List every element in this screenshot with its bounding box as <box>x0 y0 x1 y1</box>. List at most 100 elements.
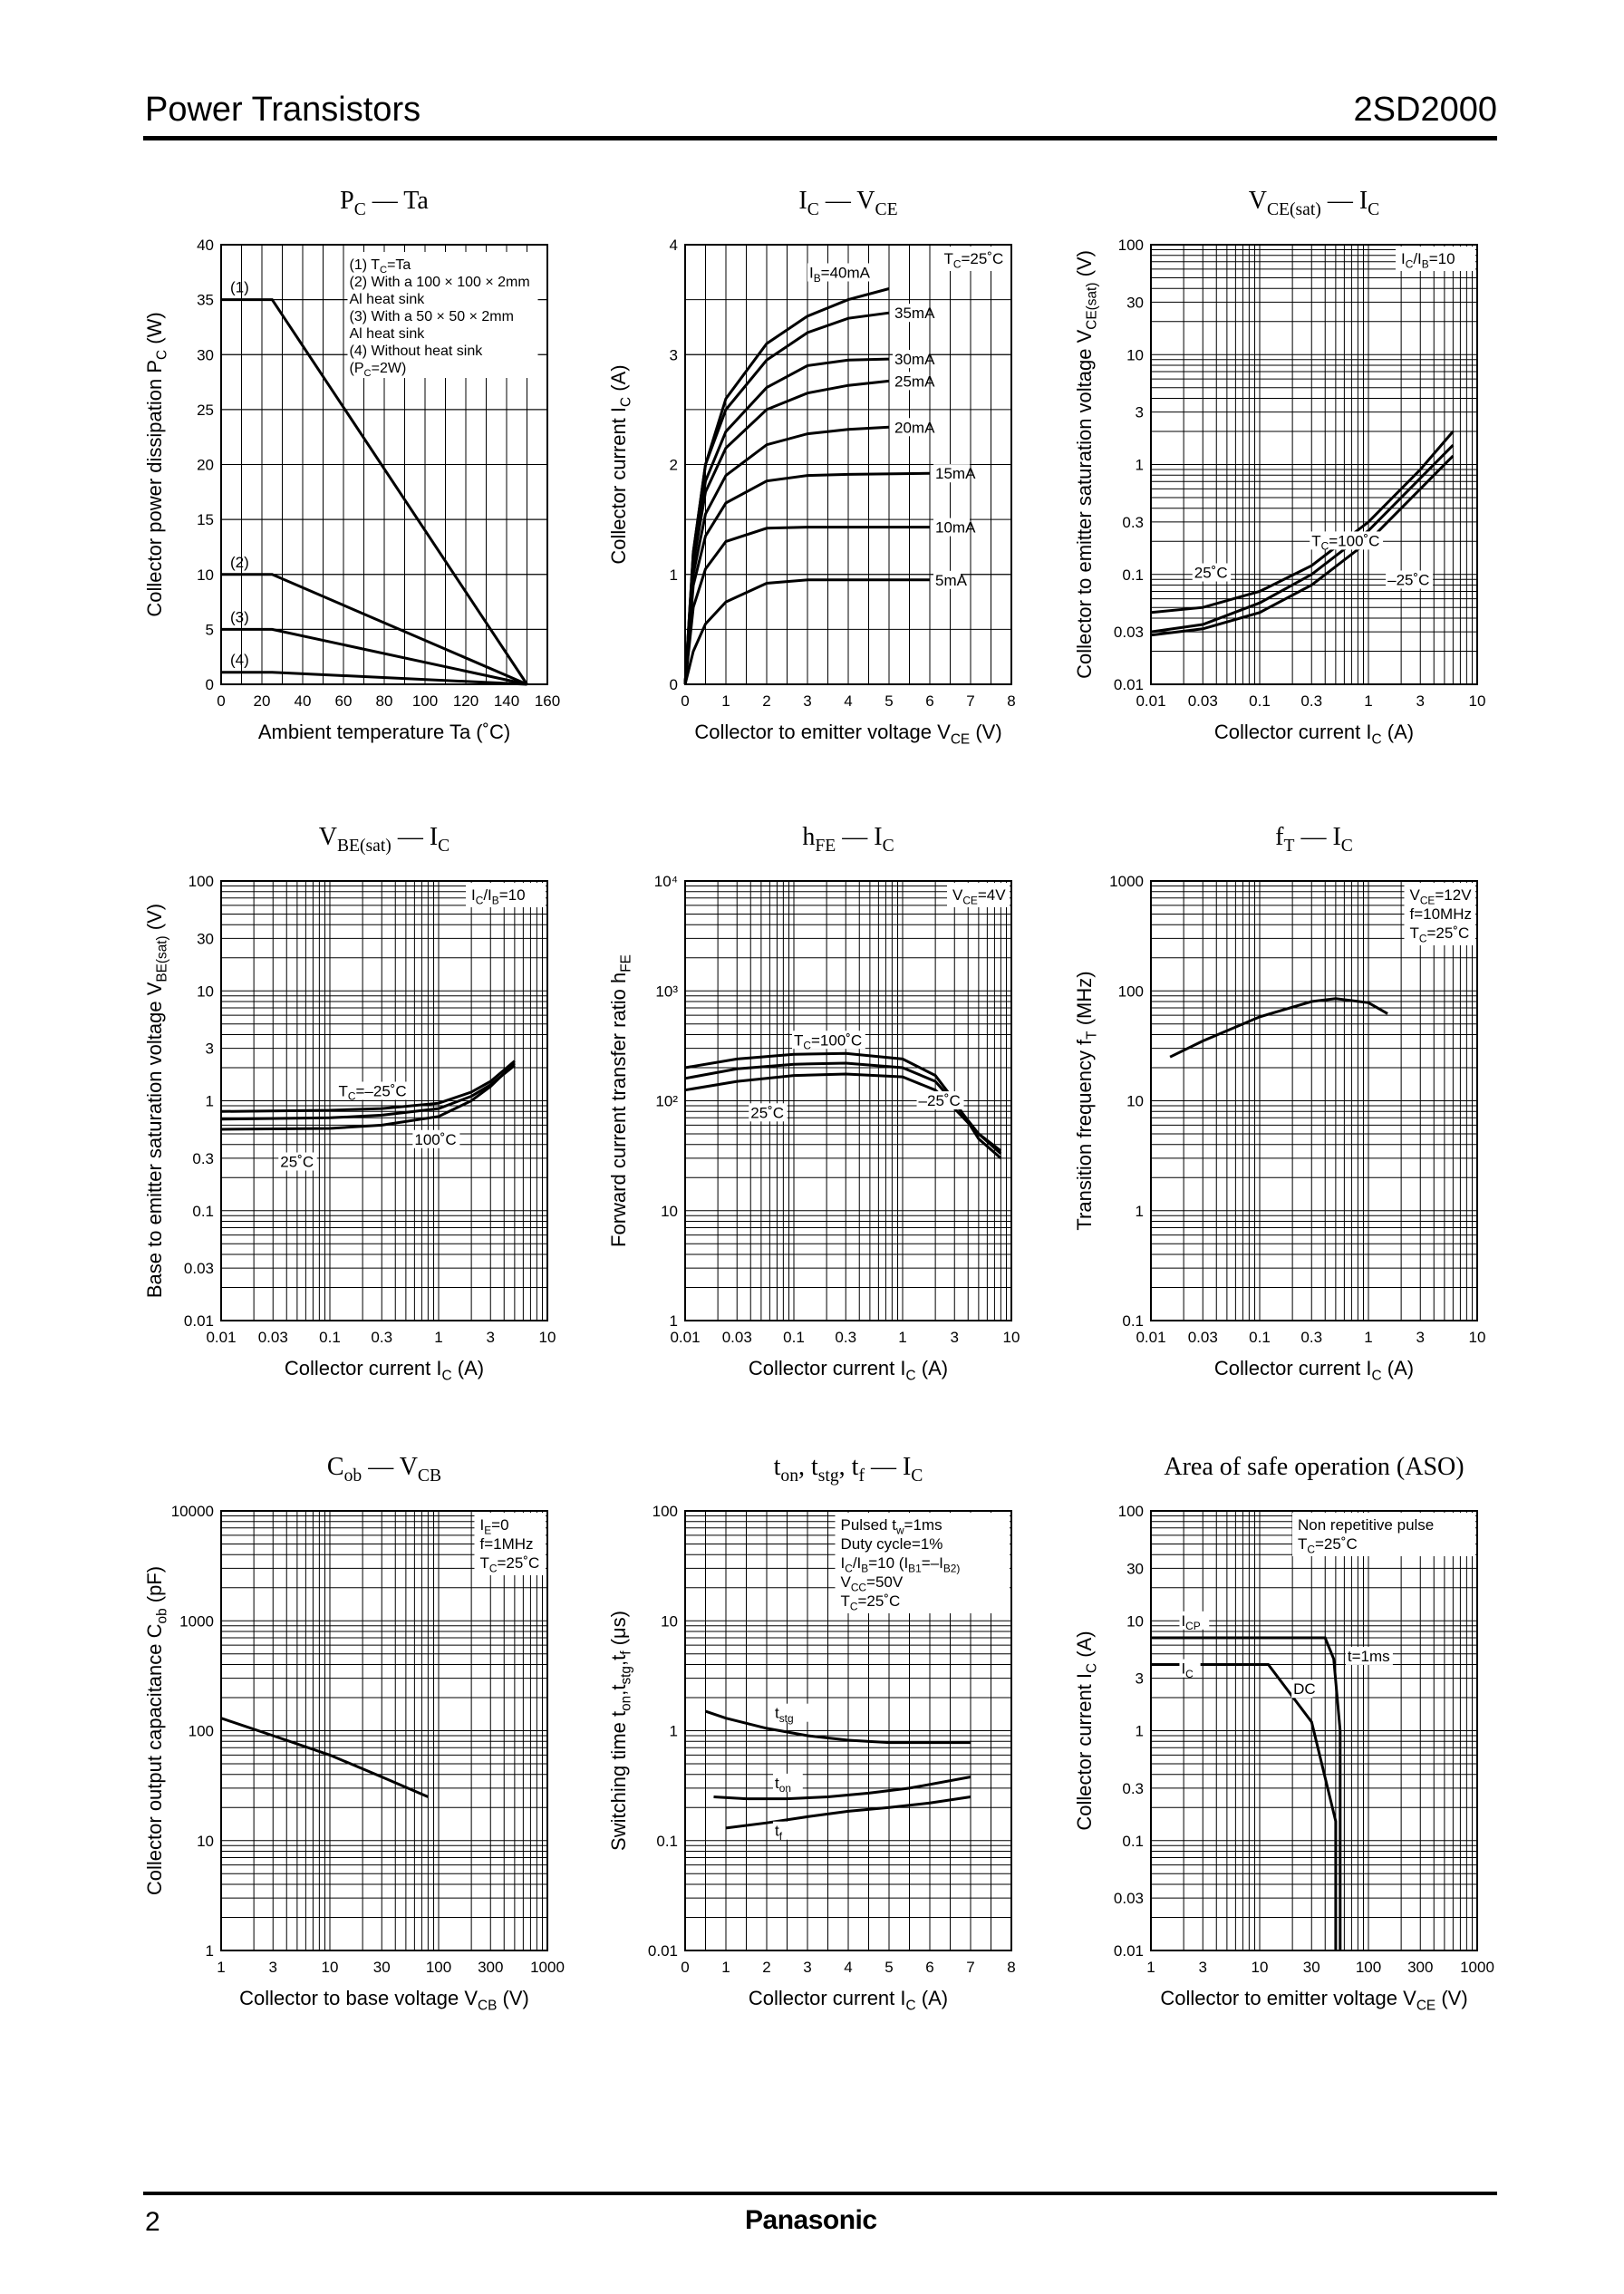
x-tick-label: 160 <box>535 692 560 710</box>
chart-title: VBE(sat)​ — IC​ <box>319 823 450 856</box>
x-tick-label: 0.1 <box>1249 1329 1271 1346</box>
series-15ma <box>683 471 931 685</box>
x-tick-label: 80 <box>376 692 393 710</box>
x-tick-label: 1 <box>721 1959 730 1976</box>
x-tick-label: 10 <box>1003 1329 1020 1346</box>
brand-logo: Panasonic <box>745 2205 877 2235</box>
part-number: 2SD2000 <box>1353 91 1497 129</box>
x-tick-label: 0.3 <box>835 1329 856 1346</box>
x-tick-label: 60 <box>335 692 353 710</box>
series-t-c-25-c <box>220 1060 516 1113</box>
note-line: VCE​=12V <box>1410 886 1473 906</box>
y-tick-label: 2 <box>670 457 678 474</box>
x-axis-label: Collector to emitter voltage VCE​ (V) <box>694 721 1001 748</box>
x-tick-label: 140 <box>494 692 519 710</box>
x-tick-label: 4 <box>844 1959 852 1976</box>
y-tick-label: 10 <box>197 982 214 1000</box>
note-line: f=1MHz <box>480 1535 534 1553</box>
series-label: DC <box>1293 1680 1316 1698</box>
x-tick-label: 3 <box>803 692 811 710</box>
x-tick-label: 5 <box>884 692 893 710</box>
series-100-c <box>220 1061 516 1131</box>
legend-line: Al heat sink <box>350 292 426 307</box>
x-tick-label: 30 <box>1303 1959 1320 1976</box>
x-tick-label: 3 <box>269 1959 277 1976</box>
series-label: 10mA <box>935 519 976 537</box>
chart-title: fT​ — IC​ <box>1275 823 1353 856</box>
legend-line: (1) TC​=Ta <box>350 257 411 276</box>
x-tick-label: 10 <box>1252 1959 1269 1976</box>
series-label: TC​=–25˚C <box>339 1082 407 1102</box>
y-tick-label: 0.1 <box>1122 1312 1144 1330</box>
x-tick-label: 0.1 <box>783 1329 805 1346</box>
y-tick-label: 0.03 <box>1114 1890 1144 1907</box>
y-tick-label: 10 <box>197 566 214 584</box>
note-box <box>474 1513 546 1575</box>
x-tick-label: 1 <box>217 1959 225 1976</box>
series-label: 30mA <box>894 351 935 368</box>
y-tick-label: 30 <box>197 346 214 363</box>
y-tick-label: 3 <box>206 1041 214 1058</box>
series--25-c <box>684 1072 1002 1152</box>
note-box <box>938 247 1010 271</box>
legend-line: (2) With a 100 × 100 × 2mm <box>350 275 530 290</box>
x-tick-label: 7 <box>966 1959 974 1976</box>
x-tick-label: 10 <box>1469 1329 1486 1346</box>
x-tick-label: 0.03 <box>1188 1329 1218 1346</box>
x-tick-label: 3 <box>487 1329 495 1346</box>
series-10ma <box>683 526 930 685</box>
y-tick-label: 0.03 <box>184 1260 214 1277</box>
y-tick-label: 1000 <box>179 1612 214 1630</box>
series-label: IB​=40mA <box>809 265 871 285</box>
series-label: 35mA <box>894 305 935 322</box>
y-tick-label: 0.1 <box>1122 566 1144 584</box>
x-tick-label: 5 <box>884 1959 893 1976</box>
x-tick-label: 100 <box>426 1959 451 1976</box>
y-tick-label: 100 <box>1118 982 1144 1000</box>
x-tick-label: 3 <box>1199 1959 1207 1976</box>
x-tick-label: 300 <box>478 1959 503 1976</box>
chart-aso: 1 3 10 30 100 300 1000 0.01 0.03 0.1 0.3 1 3 10 30 100 A… <box>1073 1453 1494 2014</box>
y-tick-label: 10 <box>1126 1093 1144 1110</box>
series-label: TC​=100˚C <box>794 1031 862 1051</box>
legend-line: (PC​=2W) <box>350 361 407 379</box>
x-tick-label: 3 <box>1416 692 1425 710</box>
x-tick-label: 8 <box>1007 692 1015 710</box>
x-tick-label: 100 <box>412 692 438 710</box>
note-line: TC​=25˚C <box>841 1592 901 1612</box>
x-tick-label: 0.01 <box>206 1329 236 1346</box>
series-label: tstg​ <box>775 1705 794 1725</box>
note-line: TC​=25˚C <box>480 1554 540 1574</box>
document-section-title: Power Transistors <box>145 91 421 129</box>
x-tick-label: 100 <box>1356 1959 1381 1976</box>
x-tick-label: 0.01 <box>1136 692 1165 710</box>
y-tick-label: 1 <box>670 1312 678 1330</box>
y-tick-label: 10 <box>1126 1612 1144 1630</box>
series-t-on <box>713 1776 972 1801</box>
series-label: (2) <box>230 554 249 571</box>
x-tick-label: 0.1 <box>319 1329 341 1346</box>
plot-frame <box>1150 1510 1478 1951</box>
x-tick-label: 1 <box>1146 1959 1155 1976</box>
series-t-c-100-c <box>1150 444 1455 634</box>
y-tick-label: 0.1 <box>192 1203 214 1220</box>
note-line: Pulsed tw​=1ms <box>841 1516 942 1536</box>
y-tick-label: 0.03 <box>1114 624 1144 641</box>
y-tick-label: 100 <box>188 1723 214 1740</box>
note-line: f=10MHz <box>1410 905 1473 923</box>
series-label: TC​=100˚C <box>1311 532 1379 552</box>
chart-vbesat_ic: 0.01 0.03 0.1 0.3 1 3 10 0.01 0.03 0.1 0.3 1 3 10 30 10… <box>143 823 556 1384</box>
note-box <box>1404 883 1475 945</box>
x-tick-label: 0.03 <box>1188 692 1218 710</box>
note-line: Non repetitive pulse <box>1298 1516 1434 1534</box>
series-dc <box>1151 1663 1338 1950</box>
chart-hfe_ic: 0.01 0.03 0.1 0.3 1 3 10 1 10 10² 10³ 10⁴ hFE​ — IC​… <box>607 823 1020 1384</box>
y-tick-label: 10 <box>661 1203 678 1220</box>
note-line: IE​=0 <box>480 1516 509 1536</box>
x-axis-label: Collector to emitter voltage VCE​ (V) <box>1160 1987 1467 2014</box>
x-tick-label: 10 <box>1469 692 1486 710</box>
x-axis-label: Collector current IC​ (A) <box>749 1987 948 2014</box>
chart-ft_ic: 0.01 0.03 0.1 0.3 1 3 10 0.1 1 10 100 1000 fT​ — IC​… <box>1073 823 1485 1384</box>
series-label: tf​ <box>775 1823 783 1843</box>
x-tick-label: 1 <box>721 692 730 710</box>
